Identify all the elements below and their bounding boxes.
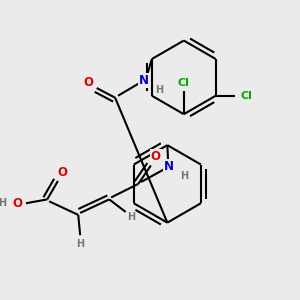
Text: H: H <box>180 171 188 181</box>
Text: H: H <box>0 198 6 208</box>
Text: O: O <box>151 150 161 163</box>
Text: O: O <box>12 197 22 210</box>
Text: H: H <box>128 212 136 222</box>
Text: Cl: Cl <box>241 91 253 101</box>
Text: H: H <box>76 239 84 249</box>
Text: N: N <box>164 160 174 173</box>
Text: N: N <box>139 74 149 87</box>
Text: O: O <box>58 166 68 179</box>
Text: O: O <box>83 76 93 89</box>
Text: H: H <box>154 85 163 95</box>
Text: Cl: Cl <box>178 78 190 88</box>
